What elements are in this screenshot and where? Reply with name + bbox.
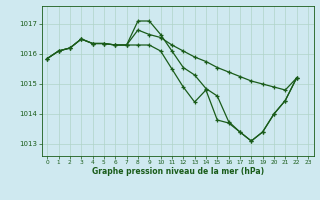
X-axis label: Graphe pression niveau de la mer (hPa): Graphe pression niveau de la mer (hPa) [92, 167, 264, 176]
